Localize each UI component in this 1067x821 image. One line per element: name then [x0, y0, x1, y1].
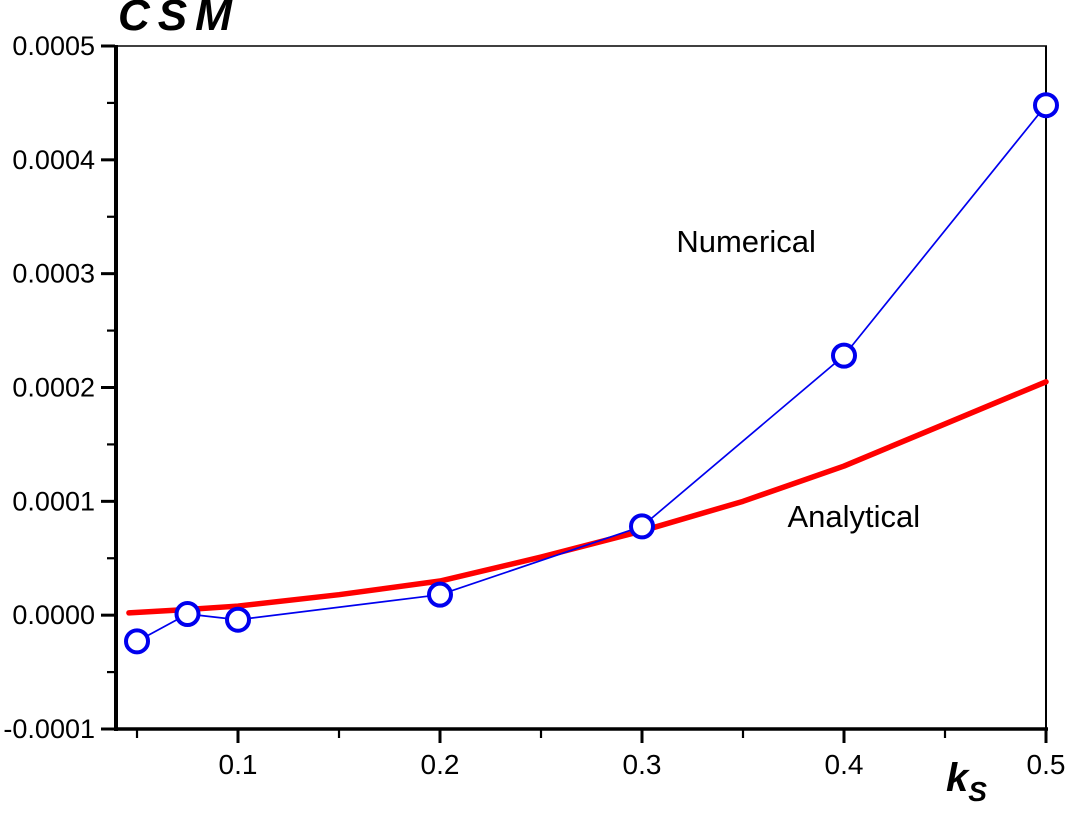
- data-point-marker-numerical: [225, 606, 252, 633]
- y-axis-title: CSM: [118, 0, 240, 38]
- data-series: [124, 92, 1059, 655]
- annotation-numerical: Numerical: [676, 224, 816, 259]
- x-tick-label: 0.5: [1027, 749, 1066, 780]
- x-tick-label: 0.3: [623, 749, 662, 780]
- y-tick-label: 0.0003: [12, 259, 95, 289]
- x-axis-title-subscript: S: [968, 776, 987, 807]
- x-tick-label: 0.2: [421, 749, 460, 780]
- x-axis-title: kS: [946, 758, 987, 806]
- y-tick-label: 0.0000: [12, 600, 95, 630]
- data-point-marker-numerical: [174, 601, 201, 628]
- axis-ticks: [101, 44, 1048, 743]
- annotation-analytical: Analytical: [787, 499, 920, 534]
- data-point-marker-numerical: [427, 581, 454, 608]
- x-tick-label: 0.1: [219, 749, 258, 780]
- data-point-marker-numerical: [124, 628, 151, 655]
- data-point-marker-numerical: [629, 513, 656, 540]
- x-tick-label: 0.4: [825, 749, 864, 780]
- y-tick-label: 0.0002: [12, 373, 95, 403]
- y-tick-label: -0.0001: [3, 714, 95, 744]
- y-tick-label: 0.0001: [12, 486, 95, 516]
- y-tick-label: 0.0005: [12, 31, 95, 61]
- axes-frame: [114, 45, 1048, 731]
- x-axis-title-base: k: [946, 756, 969, 800]
- data-point-marker-numerical: [831, 342, 858, 369]
- annotations: Numerical Analytical: [676, 224, 920, 534]
- y-axis-title-text: CSM: [118, 0, 240, 40]
- tick-labels: 0.1 0.2 0.3 0.4 0.5 0.0005 0.0004 0.0003 0.0002 0…: [3, 31, 1065, 780]
- y-tick-label: 0.0004: [12, 145, 95, 175]
- series-line-numerical: [136, 104, 1047, 643]
- series-line-analytical: [126, 379, 1049, 616]
- data-point-marker-numerical: [1033, 92, 1059, 119]
